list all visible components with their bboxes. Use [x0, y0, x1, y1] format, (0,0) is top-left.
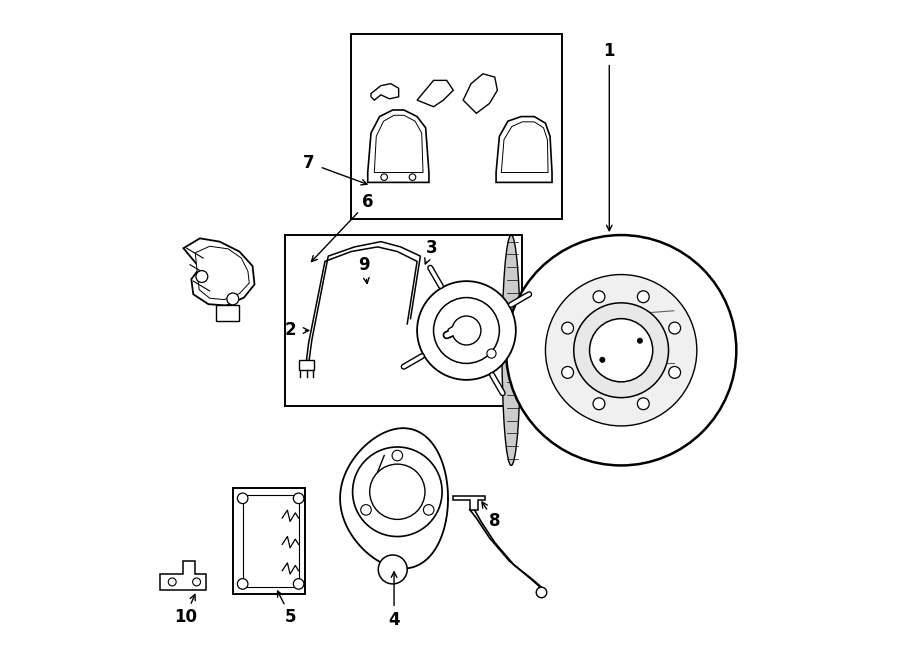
Polygon shape	[374, 115, 423, 173]
Text: 3: 3	[426, 239, 437, 257]
Circle shape	[562, 366, 573, 378]
Circle shape	[487, 349, 496, 358]
Circle shape	[506, 235, 736, 465]
Circle shape	[637, 291, 649, 303]
Circle shape	[227, 293, 239, 305]
Circle shape	[238, 578, 248, 589]
Circle shape	[590, 319, 652, 382]
Polygon shape	[454, 496, 485, 510]
Text: 5: 5	[285, 608, 296, 626]
Circle shape	[238, 493, 248, 504]
Text: 7: 7	[302, 153, 314, 172]
Circle shape	[599, 357, 605, 362]
Polygon shape	[243, 495, 299, 587]
Polygon shape	[299, 360, 314, 370]
Bar	[285, 235, 522, 407]
Ellipse shape	[502, 235, 520, 465]
Polygon shape	[501, 122, 548, 173]
Circle shape	[423, 504, 434, 515]
Circle shape	[545, 274, 697, 426]
Circle shape	[168, 578, 176, 586]
Text: 8: 8	[489, 512, 500, 530]
Circle shape	[669, 366, 680, 378]
Circle shape	[381, 174, 388, 180]
Circle shape	[353, 447, 442, 537]
Circle shape	[669, 322, 680, 334]
Polygon shape	[216, 305, 239, 321]
Polygon shape	[368, 110, 429, 182]
Polygon shape	[464, 74, 498, 113]
Polygon shape	[233, 488, 305, 594]
Circle shape	[562, 322, 573, 334]
Text: 9: 9	[358, 256, 370, 274]
Circle shape	[637, 338, 643, 343]
Text: 2: 2	[285, 321, 296, 340]
Polygon shape	[417, 81, 454, 106]
Circle shape	[536, 587, 547, 598]
Circle shape	[370, 464, 425, 520]
Text: 1: 1	[604, 42, 615, 59]
Circle shape	[593, 398, 605, 410]
Circle shape	[637, 398, 649, 410]
Circle shape	[392, 450, 402, 461]
Circle shape	[434, 297, 500, 364]
Circle shape	[193, 578, 201, 586]
Text: 6: 6	[362, 193, 374, 211]
Circle shape	[417, 281, 516, 380]
Circle shape	[573, 303, 669, 398]
Circle shape	[361, 504, 372, 515]
Circle shape	[593, 291, 605, 303]
Text: 10: 10	[174, 608, 197, 626]
Polygon shape	[184, 239, 255, 305]
Polygon shape	[496, 116, 552, 182]
Polygon shape	[340, 428, 448, 568]
Circle shape	[452, 316, 481, 345]
Polygon shape	[160, 561, 206, 590]
Polygon shape	[371, 84, 399, 100]
Circle shape	[410, 174, 416, 180]
Text: 4: 4	[388, 611, 400, 629]
Circle shape	[196, 270, 208, 282]
Circle shape	[378, 555, 407, 584]
Circle shape	[293, 493, 304, 504]
Polygon shape	[195, 247, 249, 299]
Bar	[351, 34, 562, 219]
Circle shape	[293, 578, 304, 589]
